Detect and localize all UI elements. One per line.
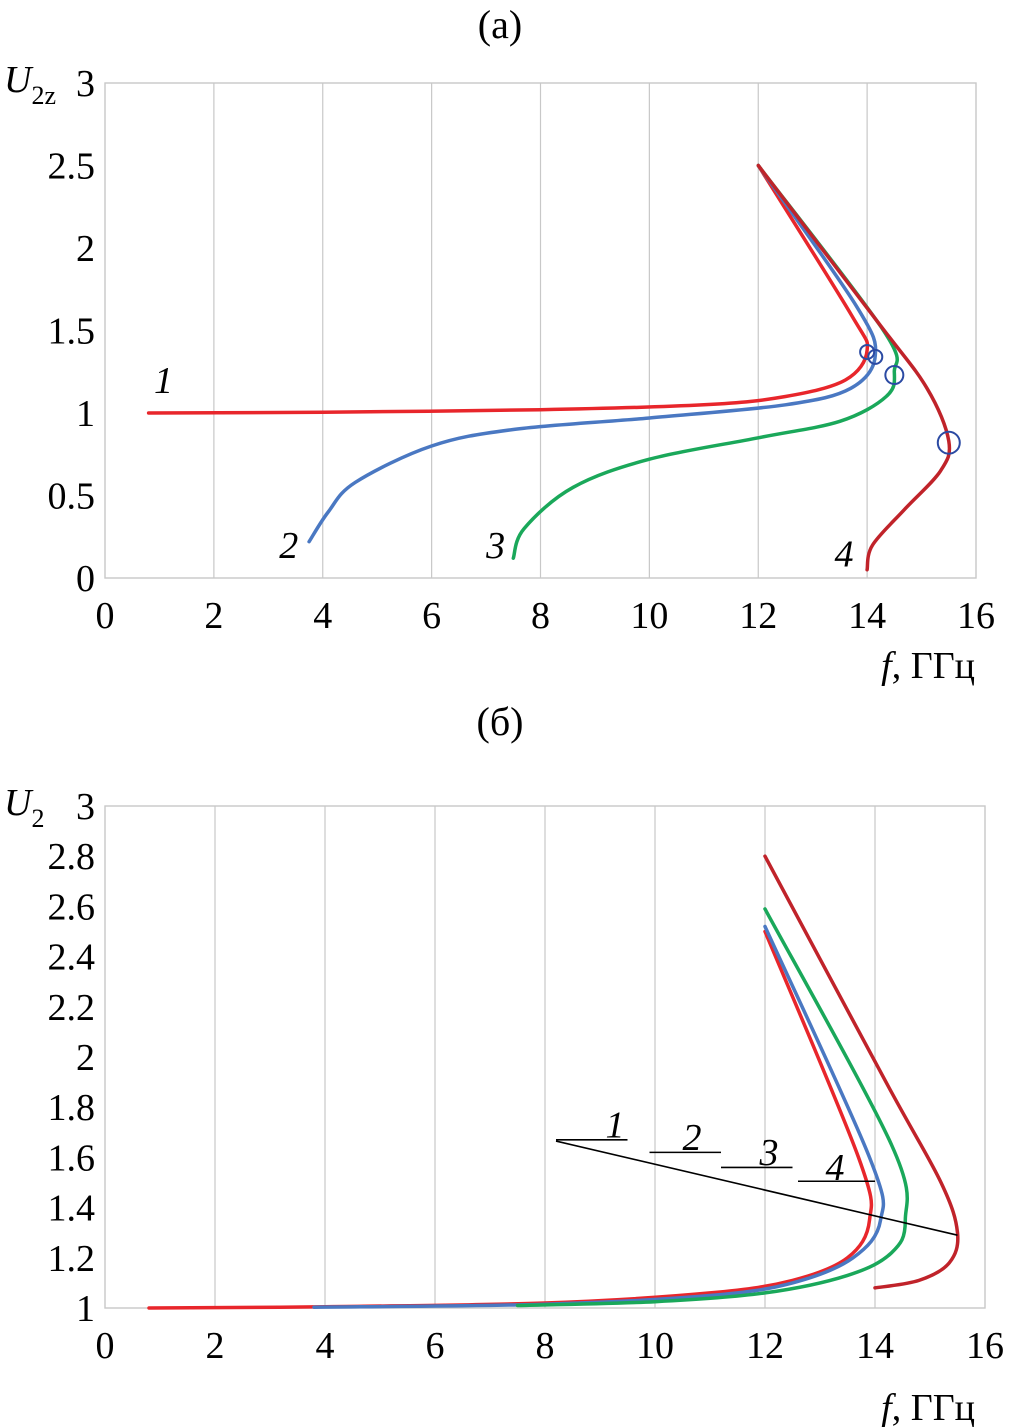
series-2-label: 2: [279, 525, 298, 567]
y-tick-label: 1.6: [48, 1137, 96, 1179]
panel-a-frame: [104, 82, 977, 579]
y-tick-label: 3: [76, 63, 95, 105]
panel-a-label: (а): [478, 2, 522, 47]
leader-line: [555, 1140, 958, 1236]
x-tick-label: 6: [426, 1325, 445, 1367]
x-tick-label: 12: [746, 1325, 784, 1367]
panel-b-y-axis-label-main: U: [4, 782, 34, 824]
plot-frame: [104, 82, 977, 579]
panel-b-series: [147, 854, 960, 1310]
x-tick-label: 2: [206, 1325, 225, 1367]
series-4-label: 4: [834, 533, 853, 575]
panel-a-y-axis-label-main: U: [4, 59, 34, 101]
x-tick-label: 6: [422, 595, 441, 637]
series-2-marker: [867, 348, 884, 365]
series-1-line: [147, 929, 874, 1310]
x-tick-label: 16: [966, 1325, 1004, 1367]
series-3-line: [515, 907, 909, 1308]
panel-b-frame: [104, 805, 986, 1309]
leader-label-3: 3: [759, 1132, 779, 1174]
panel-b-y-axis-label: U2: [4, 782, 44, 833]
x-tick-label: 0: [96, 595, 115, 637]
y-tick-label: 1.5: [48, 311, 96, 353]
x-tick-label: 12: [739, 595, 777, 637]
x-tick-label: 4: [313, 595, 332, 637]
panel-b-x-axis-label-unit: , ГГц: [892, 1387, 975, 1427]
panel-b-grid: [214, 806, 876, 1308]
series-4-line: [763, 854, 960, 1290]
y-tick-label: 2: [76, 228, 95, 270]
leader-label-4: 4: [826, 1147, 845, 1189]
series-2-line: [307, 163, 878, 544]
x-tick-label: 2: [204, 595, 223, 637]
y-tick-label: 2.2: [48, 987, 96, 1029]
x-tick-label: 14: [856, 1325, 894, 1367]
y-tick-label: 2.6: [48, 886, 96, 928]
panel-a-y-axis-label: U2z: [4, 59, 56, 110]
y-tick-label: 0: [76, 558, 95, 600]
y-tick-label: 2.8: [48, 836, 96, 878]
series-3-label: 3: [485, 525, 505, 567]
series-4-line: [756, 163, 952, 572]
y-tick-label: 0.5: [48, 476, 96, 518]
x-tick-label: 0: [96, 1325, 115, 1367]
x-tick-label: 14: [848, 595, 886, 637]
y-tick-label: 1: [76, 1288, 95, 1330]
y-tick-label: 1: [76, 393, 95, 435]
y-tick-label: 1.2: [48, 1238, 96, 1280]
leader-label-1: 1: [606, 1104, 625, 1146]
panel-a-x-axis-label-unit: , ГГц: [892, 645, 975, 687]
series-2-line: [312, 924, 886, 1309]
x-tick-label: 10: [630, 595, 668, 637]
x-tick-label: 8: [531, 595, 550, 637]
panel-b-annotations: 1 2 3 4: [555, 1104, 958, 1236]
panel-a-x-axis-label: f, ГГц: [881, 645, 975, 687]
panel-a-y-axis-label-sub: 2z: [31, 81, 56, 110]
y-tick-label: 2.5: [48, 146, 96, 188]
x-tick-label: 16: [957, 595, 995, 637]
y-tick-label: 1.4: [48, 1188, 96, 1230]
y-tick-label: 1.8: [48, 1087, 96, 1129]
series-1-label: 1: [154, 360, 173, 402]
series-1-line: [146, 163, 870, 415]
panel-a-annotations: 1 2 3 4: [154, 343, 961, 575]
y-tick-label: 2: [76, 1037, 95, 1079]
panel-a-series: [146, 163, 952, 572]
panel-a-grid: [213, 83, 868, 578]
y-tick-label: 2.4: [48, 937, 96, 979]
x-tick-label: 4: [316, 1325, 335, 1367]
series-3-line: [511, 163, 899, 560]
series-4-marker: [936, 430, 961, 455]
panel-b-y-axis-label-sub: 2: [31, 804, 44, 833]
panel-b: (б) U2 0 2 4 6 8 10 12 14 1611.21.41.61.822.22.4…: [4, 699, 1004, 1427]
series-1-marker: [859, 343, 876, 360]
panel-b-x-axis-label: f, ГГц: [881, 1387, 975, 1427]
x-tick-label: 10: [636, 1325, 674, 1367]
plot-frame: [104, 805, 986, 1309]
series-3-marker: [884, 365, 905, 386]
leader-label-2: 2: [683, 1117, 702, 1159]
x-tick-label: 8: [536, 1325, 555, 1367]
panel-b-label: (б): [477, 699, 524, 744]
y-tick-label: 3: [76, 786, 95, 828]
